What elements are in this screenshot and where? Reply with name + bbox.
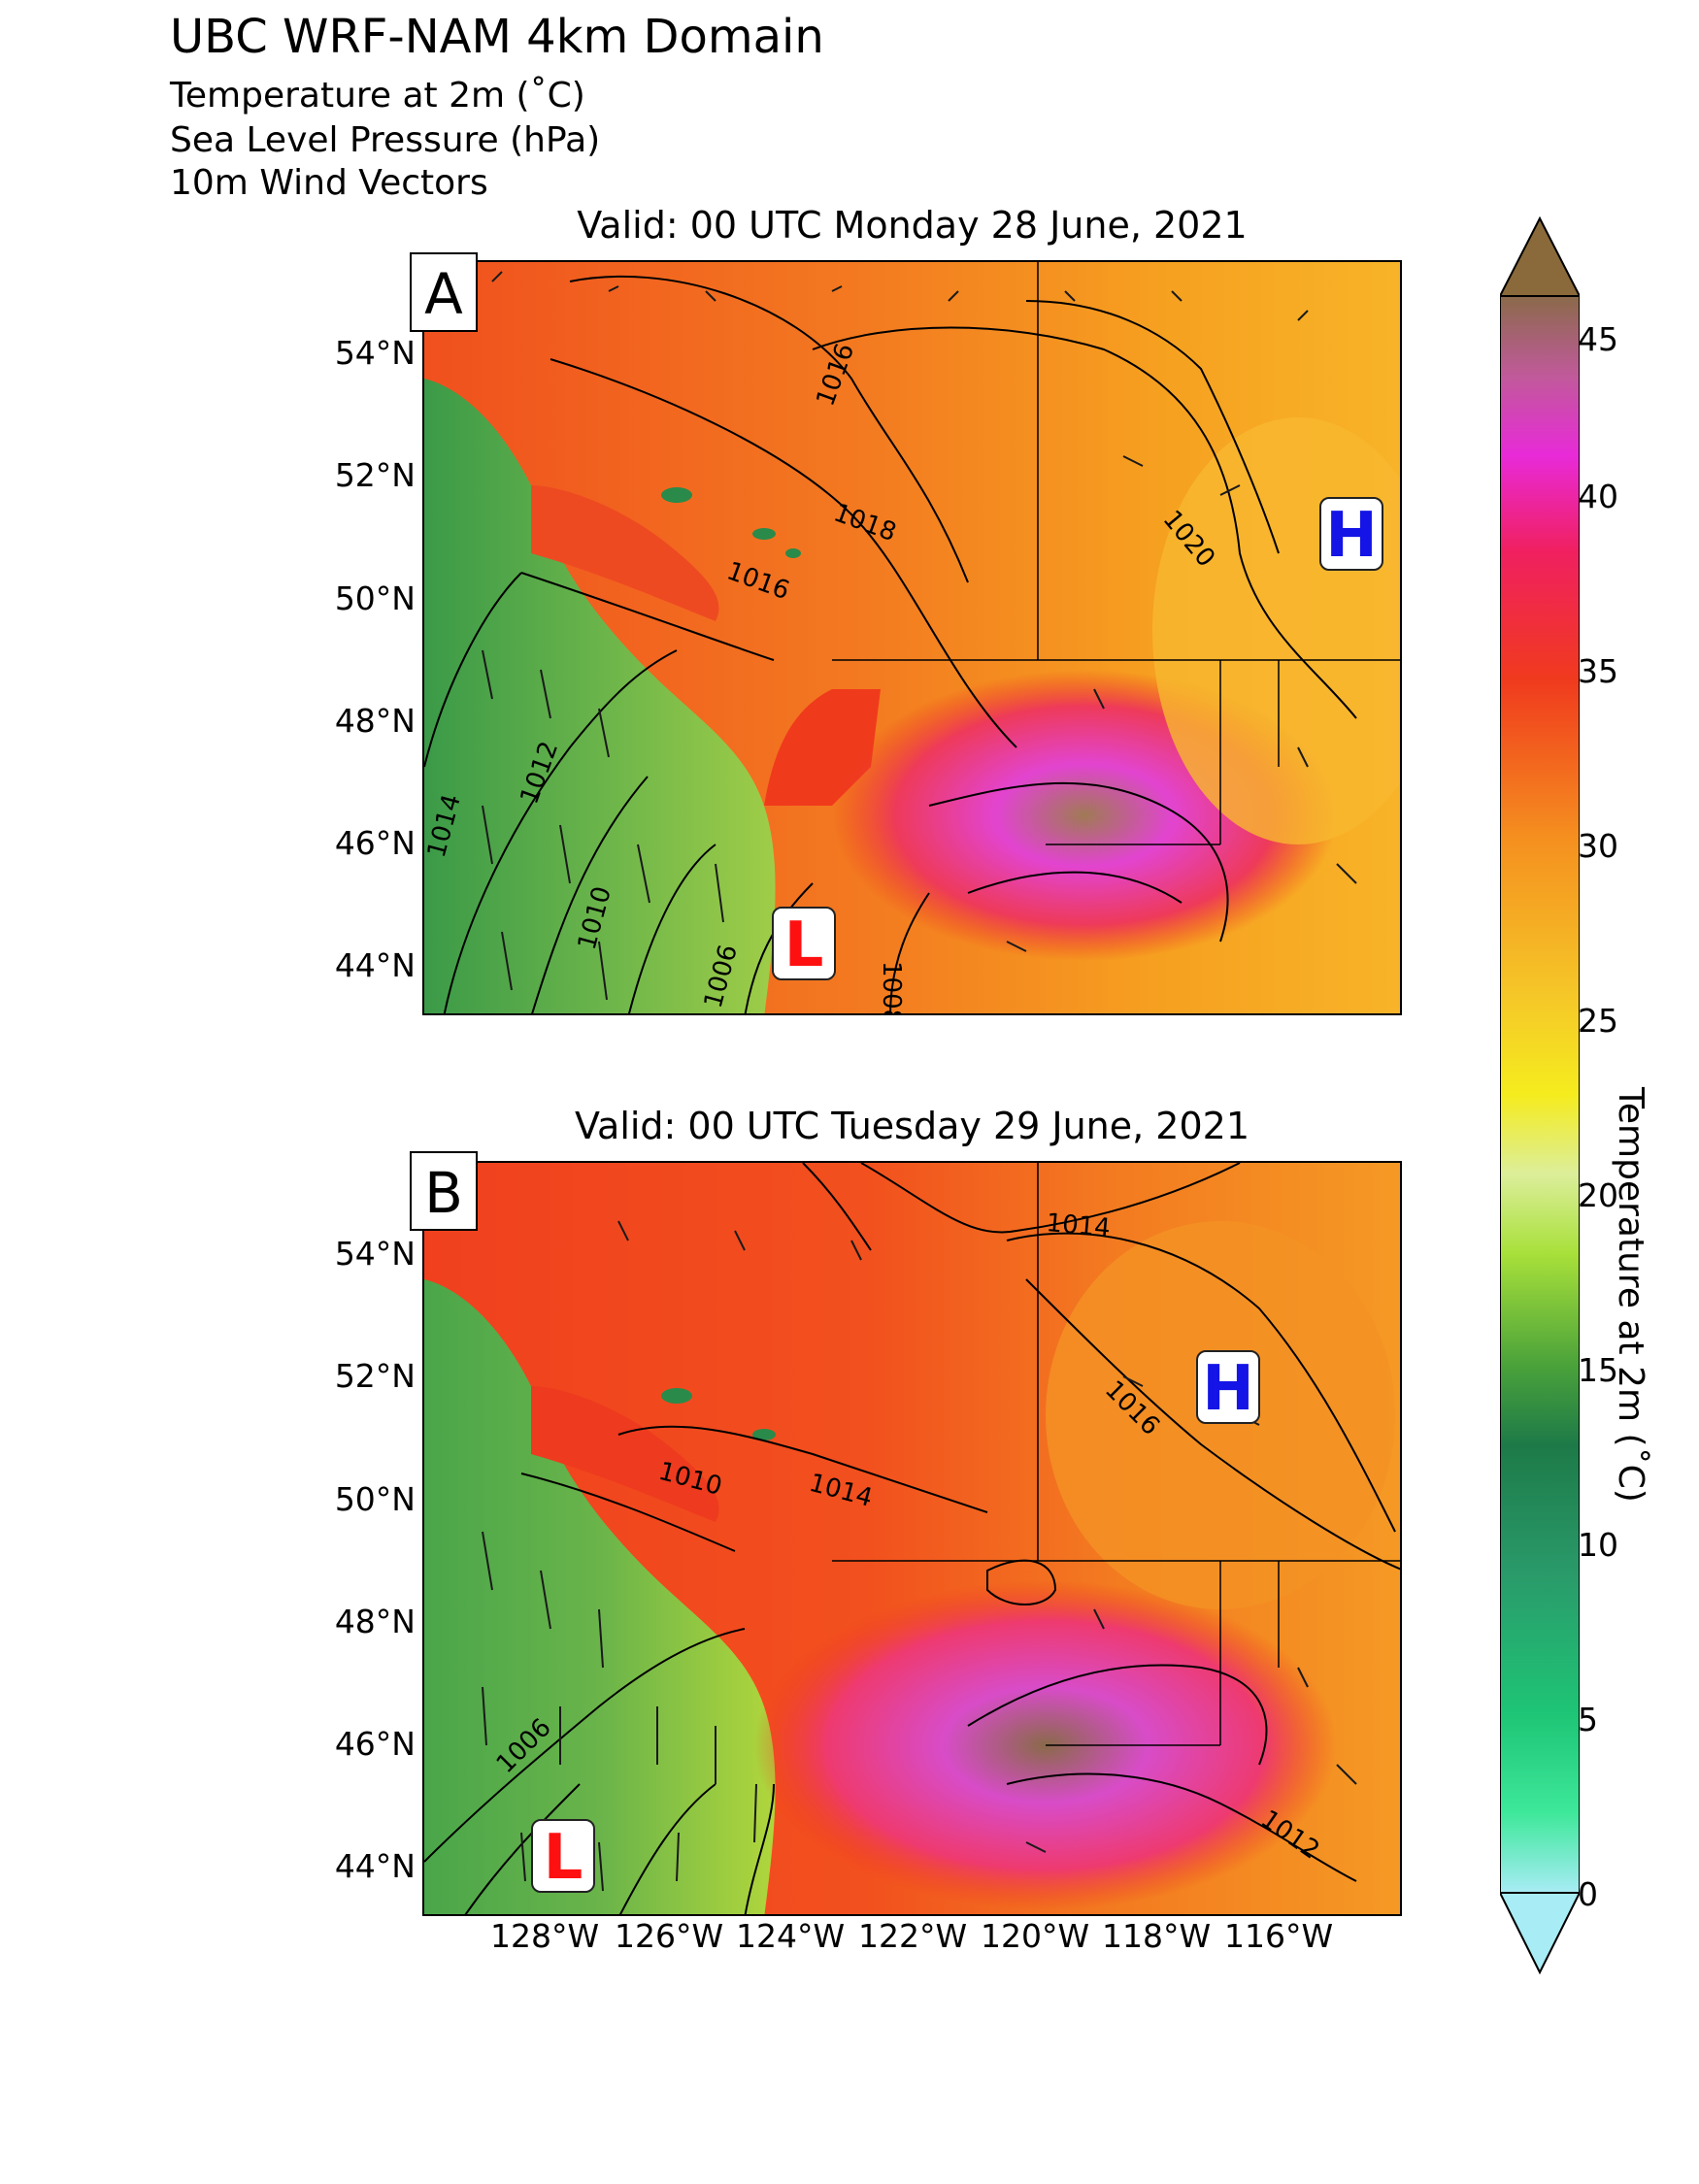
figure-title: UBC WRF-NAM 4km Domain	[170, 10, 824, 64]
panel-a-map-graphic: 1016 1018 1016 1020 1012 1014 1010 1006 …	[424, 262, 1400, 1015]
panel-a-letter: A	[410, 252, 478, 332]
low-pressure-marker: L	[531, 1819, 595, 1894]
subtitle-temperature: Temperature at 2m (˚C)	[170, 76, 585, 116]
lat-label: 48°N	[334, 1603, 416, 1640]
lat-label: 44°N	[334, 1847, 416, 1885]
panel-b-letter: B	[410, 1151, 478, 1231]
colorbar-tick: 30	[1578, 827, 1618, 865]
colorbar-tick: 5	[1578, 1701, 1598, 1738]
colorbar-tick: 25	[1578, 1002, 1618, 1040]
lon-label: 126°W	[615, 1917, 724, 1955]
colorbar-label: Temperature at 2m (˚C)	[1611, 1087, 1650, 1503]
subtitle-wind: 10m Wind Vectors	[170, 163, 488, 203]
colorbar-tick: 0	[1578, 1875, 1598, 1913]
lat-label: 54°N	[334, 1235, 416, 1273]
panel-b-map-graphic: 1014 1016 1010 1014 1006 1012	[424, 1163, 1400, 1914]
panel-b-map: 1014 1016 1010 1014 1006 1012 H L	[422, 1161, 1402, 1916]
lat-label: 52°N	[334, 1357, 416, 1395]
temperature-colorbar	[1500, 215, 1580, 1975]
lon-label: 124°W	[736, 1917, 846, 1955]
high-pressure-marker: H	[1319, 497, 1383, 572]
lat-label: 46°N	[334, 824, 416, 862]
lat-label: 50°N	[334, 1480, 416, 1518]
subtitle-pressure: Sea Level Pressure (hPa)	[170, 120, 601, 160]
lat-label: 52°N	[334, 456, 416, 494]
lon-label: 118°W	[1102, 1917, 1212, 1955]
lat-label: 48°N	[334, 702, 416, 740]
high-pressure-marker: H	[1196, 1350, 1260, 1425]
panel-b-title: Valid: 00 UTC Tuesday 29 June, 2021	[574, 1105, 1250, 1147]
colorbar-tick: 35	[1578, 652, 1618, 690]
lon-label: 116°W	[1224, 1917, 1334, 1955]
isobar-label: 1008	[877, 961, 906, 1015]
panel-a-map: 1016 1018 1016 1020 1012 1014 1010 1006 …	[422, 260, 1402, 1015]
lat-label: 44°N	[334, 946, 416, 984]
lon-label: 122°W	[858, 1917, 968, 1955]
low-pressure-marker: L	[772, 907, 836, 981]
isobar-label: 1014	[1045, 1208, 1112, 1243]
panel-a-title: Valid: 00 UTC Monday 28 June, 2021	[577, 204, 1248, 247]
colorbar-tick: 45	[1578, 320, 1618, 358]
colorbar-tick: 40	[1578, 478, 1618, 515]
lon-label: 120°W	[981, 1917, 1090, 1955]
lat-label: 46°N	[334, 1725, 416, 1763]
colorbar-tick: 20	[1578, 1176, 1618, 1214]
colorbar-tick: 10	[1578, 1526, 1618, 1564]
lon-label: 128°W	[490, 1917, 600, 1955]
colorbar-tick: 15	[1578, 1351, 1618, 1389]
lat-label: 54°N	[334, 334, 416, 372]
lat-label: 50°N	[334, 579, 416, 617]
